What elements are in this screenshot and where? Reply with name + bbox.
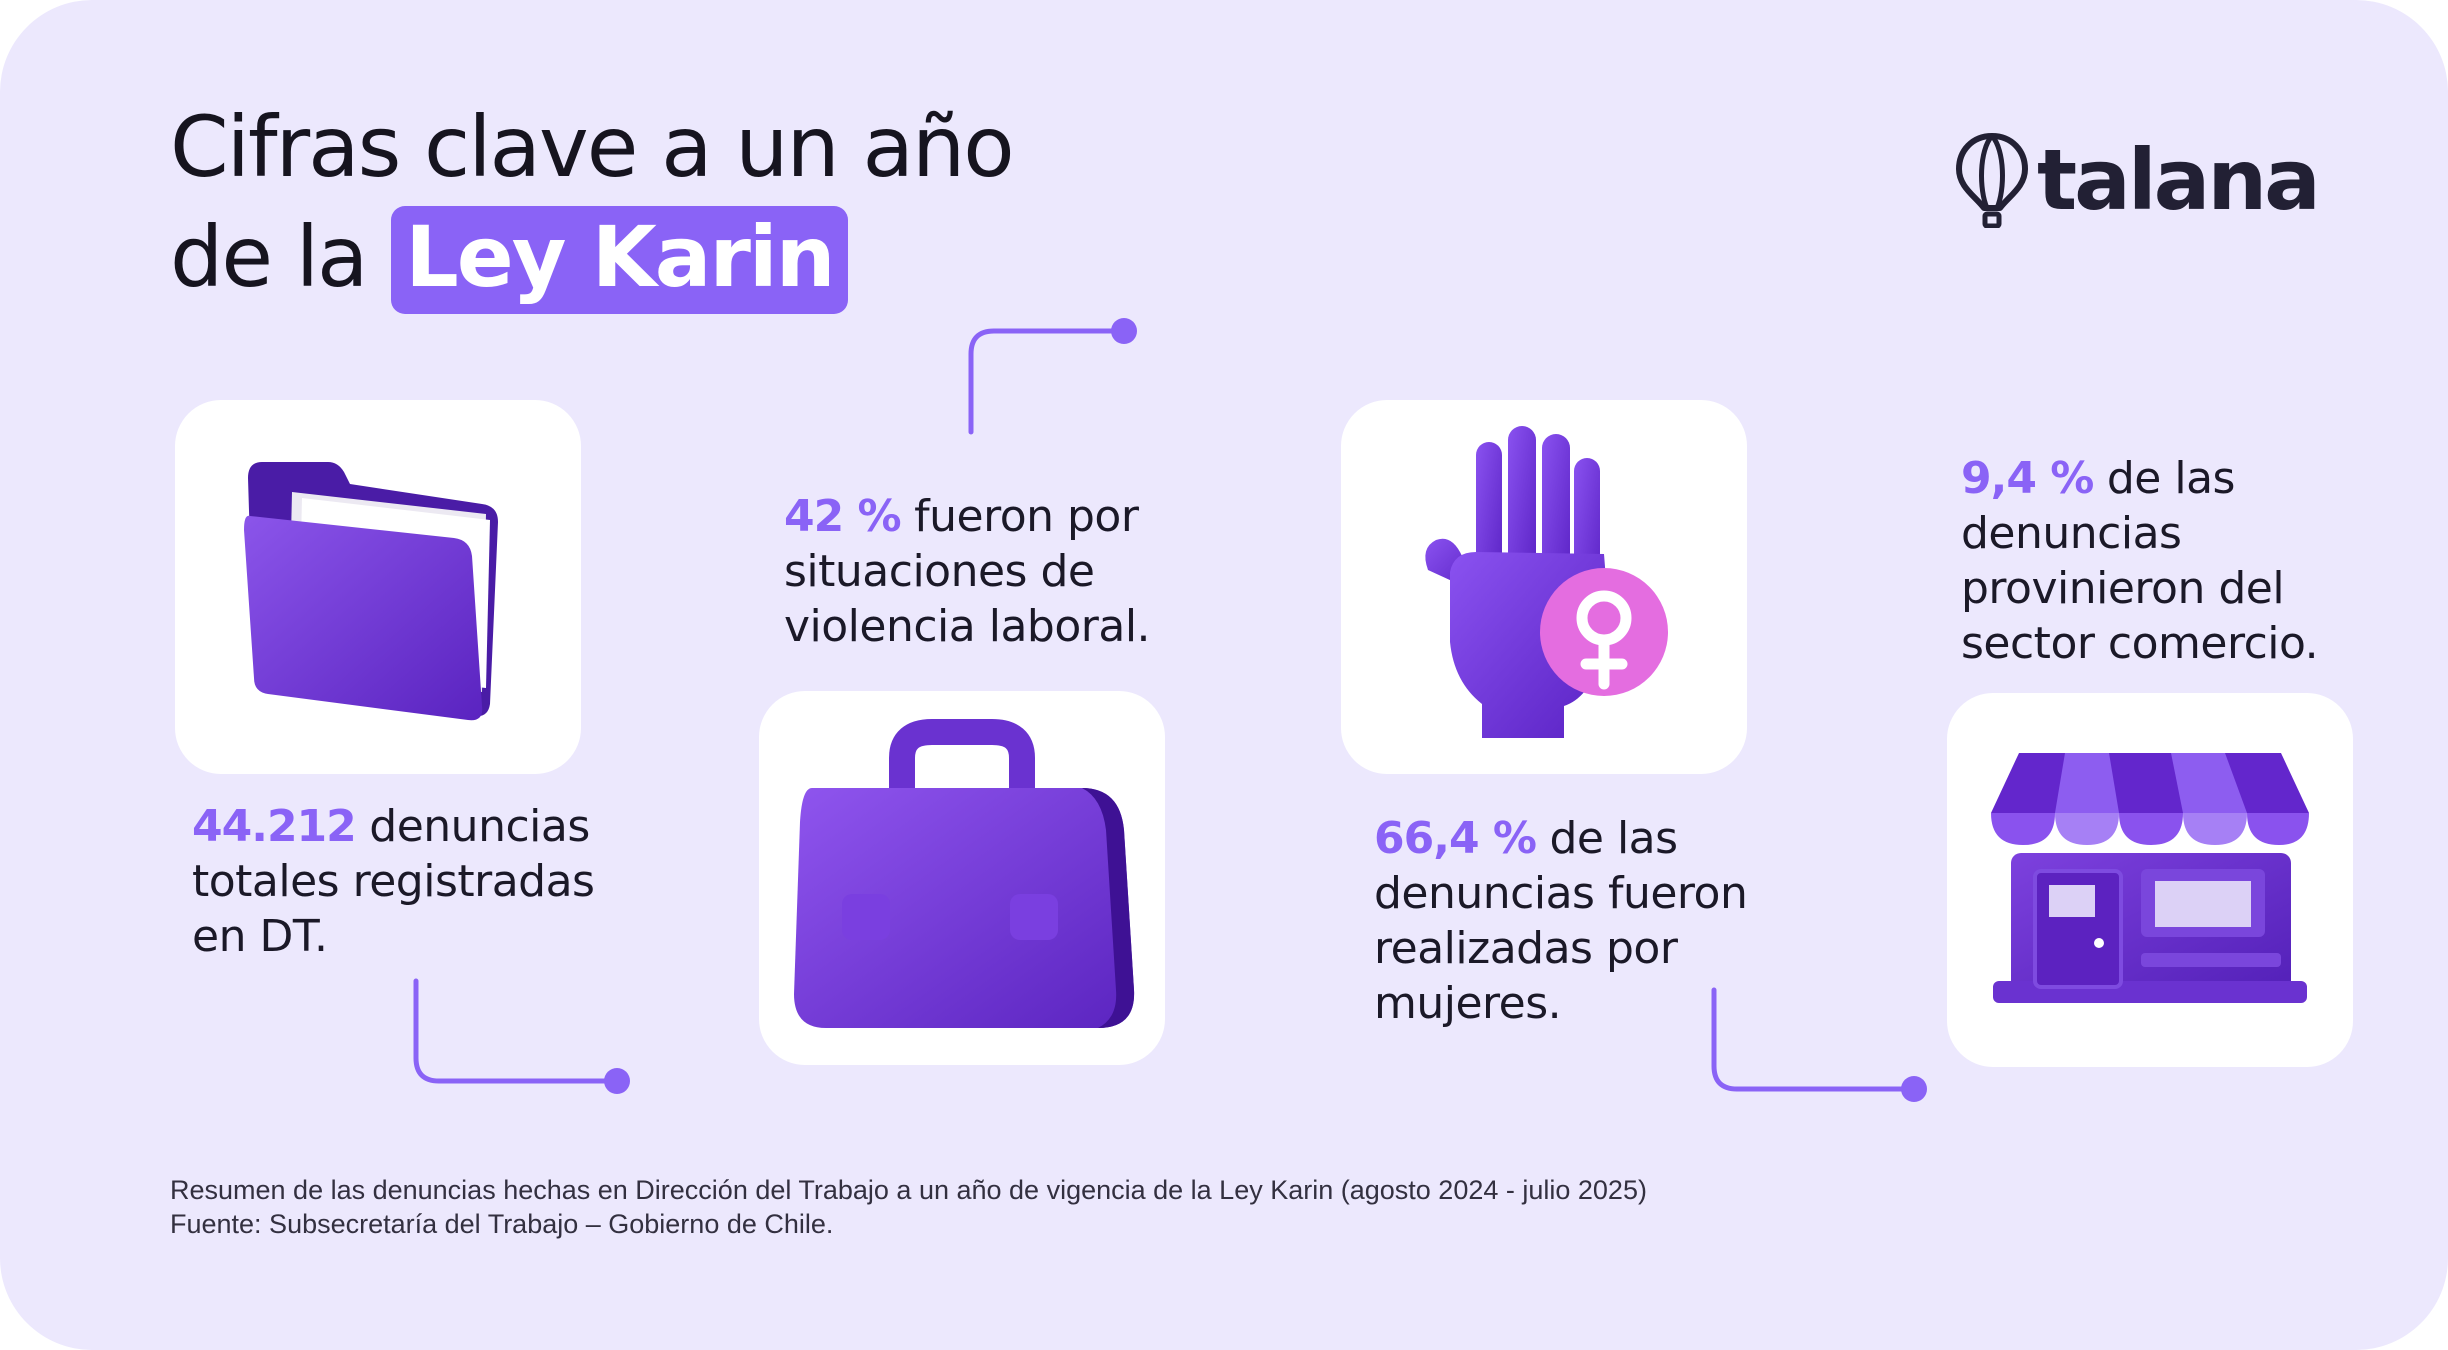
stat-text-line: mujeres. [1374,978,1562,1029]
brand-name: talana [2037,131,2321,229]
stat-text-line: sector comercio. [1961,618,2319,669]
title-line-1: Cifras clave a un año [170,98,1015,196]
stat-text-line: situaciones de [784,546,1095,597]
stat-text-line: violencia laboral. [784,601,1151,652]
stat-violencia-laboral: 42 % fueron por situaciones de violencia… [784,489,1151,654]
stat-text-line: de las [2106,453,2236,504]
stat-text-line: totales registradas [192,856,595,907]
hot-air-balloon-icon [1956,133,2028,228]
footnote-summary: Resumen de las denuncias hechas en Direc… [170,1175,1647,1205]
page-title: Cifras clave a un año de la Ley Karin [170,92,1015,314]
title-prefix: de la [170,208,369,306]
stat-value: 44.212 [192,801,357,852]
hand-tile [1341,400,1747,774]
raised-hand-female-symbol-icon [1425,426,1668,738]
footnote: Resumen de las denuncias hechas en Direc… [170,1173,1647,1241]
store-tile [1947,693,2353,1067]
stat-text-line: provinieron del [1961,563,2285,614]
stat-total-denuncias: 44.212 denuncias totales registradas en … [192,799,595,964]
brand-logo: talana [1955,130,2321,230]
briefcase-icon [794,719,1135,1028]
connector-bottom-left [413,978,630,1094]
stat-text-line: denuncias fueron [1374,868,1748,919]
folder-tile [175,400,581,774]
stat-value: 9,4 % [1961,453,2094,504]
connector-bottom-right [1711,987,1927,1102]
title-line-2: de la Ley Karin [170,202,1013,314]
stat-mujeres: 66,4 % de las denuncias fueron realizada… [1374,811,1748,1031]
stat-text-line: fueron por [914,491,1139,542]
stat-text-line: de las [1549,813,1678,864]
connector-top-center [968,318,1137,435]
storefront-icon [1991,753,2309,1003]
stat-text-line: en DT. [192,911,328,962]
stat-value: 66,4 % [1374,813,1537,864]
stat-text-line: denuncias [1961,508,2182,559]
stat-text-line: denuncias [369,801,590,852]
stat-sector-comercio: 9,4 % de las denuncias provinieron del s… [1961,451,2319,671]
briefcase-tile [759,691,1165,1065]
title-highlight: Ley Karin [391,206,848,314]
folder-icon [244,462,498,721]
stat-value: 42 % [784,491,902,542]
footnote-source: Fuente: Subsecretaría del Trabajo – Gobi… [170,1209,834,1239]
stat-text-line: realizadas por [1374,923,1678,974]
